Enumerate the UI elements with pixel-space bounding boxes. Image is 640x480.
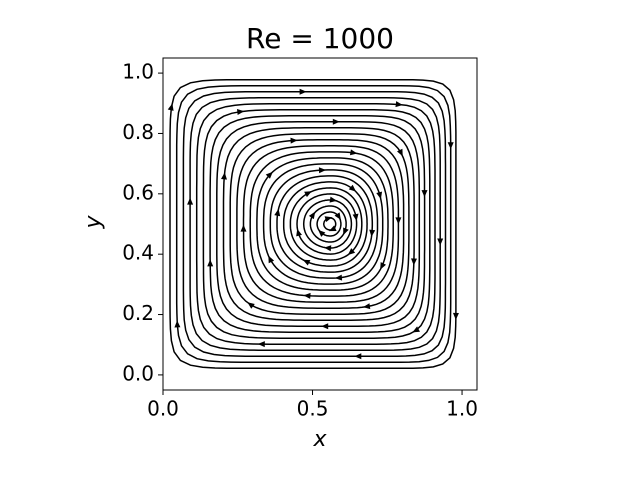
stream-arrow — [411, 258, 417, 266]
stream-arrow — [412, 326, 420, 333]
streamline — [216, 121, 421, 327]
stream-arrow — [247, 302, 255, 309]
x-tick-label: 0.0 — [147, 397, 179, 421]
stream-arrow — [207, 259, 214, 267]
stream-arrow — [447, 142, 454, 150]
stream-arrow — [187, 197, 194, 205]
streamline — [262, 163, 384, 285]
stream-arrow — [369, 229, 376, 237]
stream-arrow — [395, 101, 403, 108]
stream-arrow — [274, 208, 281, 217]
stream-arrow — [452, 312, 459, 320]
stream-arrow — [347, 248, 356, 256]
streamline — [209, 115, 426, 333]
stream-arrow — [257, 341, 265, 348]
streamlines — [167, 78, 459, 370]
stream-arrow — [167, 103, 174, 111]
stream-arrow — [352, 213, 359, 222]
streamline — [269, 169, 379, 279]
stream-arrow — [396, 148, 403, 157]
stream-arrow — [437, 238, 444, 246]
streamline — [202, 109, 431, 339]
stream-arrow — [308, 211, 316, 220]
y-tick-label: 0.8 — [122, 120, 154, 144]
stream-arrow — [321, 323, 329, 330]
stream-arrow — [324, 216, 333, 223]
streamline — [189, 97, 441, 351]
y-tick-label: 0.2 — [122, 301, 154, 325]
stream-arrow — [302, 259, 311, 266]
y-tick-label: 0.0 — [122, 361, 154, 385]
stream-arrow — [354, 353, 362, 360]
stream-arrow — [240, 224, 247, 232]
stream-arrow — [265, 171, 273, 179]
streamline — [236, 139, 405, 309]
y-tick-label: 1.0 — [122, 60, 154, 84]
stream-arrow — [299, 88, 307, 95]
stream-arrow — [303, 292, 311, 299]
stream-arrow — [395, 217, 402, 225]
stream-arrow — [380, 262, 387, 270]
stream-arrow — [318, 167, 326, 174]
stream-arrow — [268, 255, 275, 264]
streamline — [256, 157, 389, 291]
stream-arrow — [290, 137, 298, 144]
stream-arrow — [332, 118, 340, 125]
stream-arrow — [329, 196, 337, 203]
y-axis-label: y — [81, 215, 106, 230]
streamline — [222, 127, 415, 321]
x-axis-label: x — [312, 427, 327, 452]
x-tick-label: 1.0 — [446, 397, 478, 421]
stream-arrow — [328, 225, 337, 232]
stream-arrow — [304, 191, 312, 198]
stream-arrow — [362, 303, 371, 310]
chart-title: Re = 1000 — [246, 22, 394, 55]
stream-arrow — [334, 274, 343, 281]
stream-arrow — [296, 228, 302, 237]
streamline — [316, 211, 342, 237]
stream-arrow — [349, 149, 358, 156]
stream-arrow — [334, 212, 341, 220]
streamline — [276, 175, 374, 273]
streamline — [182, 90, 447, 358]
streamline — [309, 205, 347, 243]
stream-arrow — [376, 191, 383, 200]
stream-arrow — [174, 320, 181, 328]
streamline — [229, 133, 410, 315]
axes-frame — [162, 57, 478, 391]
stream-arrow — [236, 109, 245, 116]
stream-arrow — [220, 172, 227, 180]
stream-arrow — [318, 229, 326, 237]
stream-arrow — [324, 245, 332, 252]
y-tick-label: 0.4 — [122, 241, 154, 265]
streamline — [296, 193, 358, 255]
stream-arrow — [421, 190, 428, 198]
streamline — [175, 84, 452, 364]
stream-arrow — [348, 184, 357, 192]
x-tick-label: 0.5 — [297, 397, 329, 421]
stream-arrow — [343, 227, 349, 236]
streamline — [302, 199, 353, 249]
streamline — [242, 145, 400, 303]
streamline — [249, 151, 394, 297]
streamline — [169, 78, 457, 370]
y-tick-label: 0.6 — [122, 180, 154, 204]
